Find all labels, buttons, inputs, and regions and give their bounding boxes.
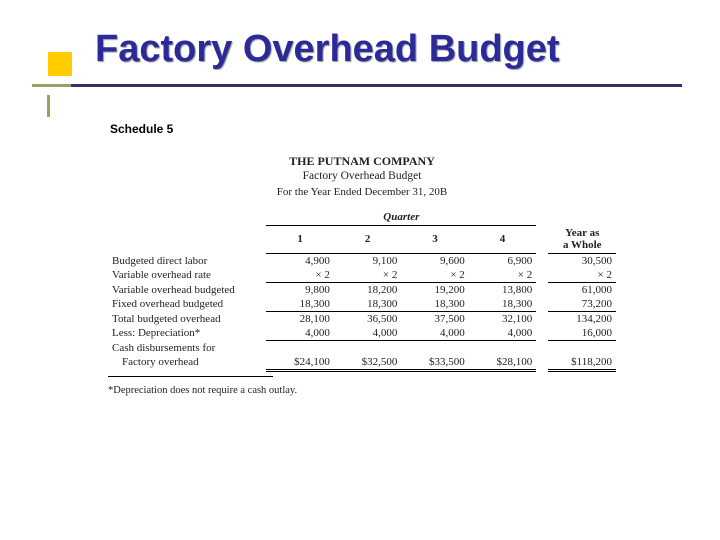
budget-table: Quarter 1 2 3 4 Year as a Whole Budgeted… (108, 210, 616, 372)
cell: 4,000 (401, 326, 468, 341)
cell: × 2 (469, 268, 536, 283)
table-row: Fixed overhead budgeted 18,300 18,300 18… (108, 297, 616, 312)
schedule-label: Schedule 5 (110, 122, 173, 136)
column-header-row: 1 2 3 4 Year as a Whole (108, 225, 616, 254)
row-label: Variable overhead budgeted (108, 283, 266, 298)
cell: 9,800 (266, 283, 333, 298)
cell: 61,000 (548, 283, 616, 298)
cell: 16,000 (548, 326, 616, 341)
cell: 134,200 (548, 312, 616, 327)
row-label: Factory overhead (108, 355, 266, 371)
cell: $32,500 (334, 355, 401, 371)
col-2: 2 (334, 225, 401, 254)
report-container: THE PUTNAM COMPANY Factory Overhead Budg… (108, 153, 616, 396)
title-tick (47, 95, 50, 117)
cell: 18,200 (334, 283, 401, 298)
company-name: THE PUTNAM COMPANY (108, 153, 616, 169)
table-row: Factory overhead $24,100 $32,500 $33,500… (108, 355, 616, 371)
cell: × 2 (401, 268, 468, 283)
slide-header: Factory Overhead Budget (0, 0, 720, 77)
cell: 19,200 (401, 283, 468, 298)
cell: 73,200 (548, 297, 616, 312)
table-row: Budgeted direct labor 4,900 9,100 9,600 … (108, 254, 616, 269)
cell: 28,100 (266, 312, 333, 327)
cell: 32,100 (469, 312, 536, 327)
report-subtitle-2: For the Year Ended December 31, 20B (108, 185, 616, 200)
cell: × 2 (548, 268, 616, 283)
report-header: THE PUTNAM COMPANY Factory Overhead Budg… (108, 153, 616, 200)
cell: × 2 (266, 268, 333, 283)
cell: 37,500 (401, 312, 468, 327)
table-row: Variable overhead budgeted 9,800 18,200 … (108, 283, 616, 298)
cell: 36,500 (334, 312, 401, 327)
cell: $118,200 (548, 355, 616, 371)
cell: 13,800 (469, 283, 536, 298)
quarter-label: Quarter (266, 210, 536, 226)
row-label: Budgeted direct labor (108, 254, 266, 269)
row-label: Total budgeted overhead (108, 312, 266, 327)
col-year-l2: a Whole (563, 239, 602, 251)
col-year-l1: Year as (565, 227, 599, 239)
report-subtitle-1: Factory Overhead Budget (108, 169, 616, 185)
cell: × 2 (334, 268, 401, 283)
row-label: Fixed overhead budgeted (108, 297, 266, 312)
cell: $24,100 (266, 355, 333, 371)
cell: 30,500 (548, 254, 616, 269)
cell: $33,500 (401, 355, 468, 371)
col-4: 4 (469, 225, 536, 254)
cell: 18,300 (401, 297, 468, 312)
cell: 4,000 (334, 326, 401, 341)
cell: 4,900 (266, 254, 333, 269)
row-label: Cash disbursements for (108, 341, 266, 355)
cell: 18,300 (469, 297, 536, 312)
cell: $28,100 (469, 355, 536, 371)
cell: 9,100 (334, 254, 401, 269)
accent-square (48, 52, 72, 76)
table-row: Cash disbursements for (108, 341, 616, 355)
col-year: Year as a Whole (548, 225, 616, 254)
row-label: Less: Depreciation* (108, 326, 266, 341)
col-3: 3 (401, 225, 468, 254)
table-row: Variable overhead rate × 2 × 2 × 2 × 2 ×… (108, 268, 616, 283)
quarter-row: Quarter (108, 210, 616, 226)
cell: 4,000 (266, 326, 333, 341)
cell: 18,300 (266, 297, 333, 312)
title-rule-light (32, 84, 72, 87)
cell: 6,900 (469, 254, 536, 269)
col-1: 1 (266, 225, 333, 254)
cell: 4,000 (469, 326, 536, 341)
row-label: Variable overhead rate (108, 268, 266, 283)
cell: 9,600 (401, 254, 468, 269)
table-row: Total budgeted overhead 28,100 36,500 37… (108, 312, 616, 327)
page-title: Factory Overhead Budget (95, 28, 720, 71)
cell: 18,300 (334, 297, 401, 312)
footnote: *Depreciation does not require a cash ou… (108, 377, 616, 396)
table-row: Less: Depreciation* 4,000 4,000 4,000 4,… (108, 326, 616, 341)
title-rule-dark (71, 84, 682, 87)
